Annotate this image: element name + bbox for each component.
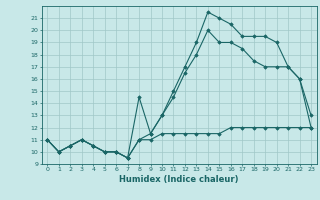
X-axis label: Humidex (Indice chaleur): Humidex (Indice chaleur) <box>119 175 239 184</box>
